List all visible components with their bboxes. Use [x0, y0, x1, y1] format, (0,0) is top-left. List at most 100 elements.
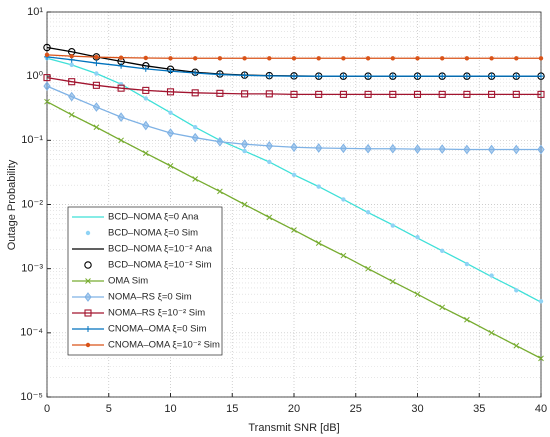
- legend-label: CNOMA–OMA ξ=0 Sim: [108, 324, 207, 335]
- marker: [514, 56, 519, 61]
- y-tick-label: 10⁻⁴: [20, 327, 43, 339]
- marker: [365, 73, 372, 80]
- marker: [192, 70, 199, 77]
- marker: [241, 201, 248, 208]
- marker: [365, 209, 371, 215]
- marker: [341, 197, 346, 202]
- marker: [142, 86, 150, 94]
- x-tick-label: 5: [106, 403, 112, 415]
- marker: [389, 143, 397, 154]
- x-tick-label: 15: [226, 403, 238, 415]
- plot-frame: [46, 11, 542, 398]
- marker: [166, 88, 175, 96]
- marker: [84, 292, 92, 302]
- marker: [216, 71, 223, 78]
- marker: [118, 137, 124, 144]
- marker: [340, 252, 347, 259]
- marker: [513, 342, 520, 349]
- x-axis-label: Transmit SNR [dB]: [248, 422, 339, 434]
- marker: [291, 73, 297, 80]
- legend-label: NOMA–RS ξ=0 Sim: [108, 292, 192, 303]
- marker: [68, 111, 75, 118]
- x-tick-label: 20: [288, 403, 300, 415]
- marker: [43, 74, 51, 82]
- marker: [166, 128, 175, 138]
- marker: [339, 143, 348, 154]
- marker: [193, 125, 198, 130]
- marker: [266, 72, 273, 79]
- marker: [85, 278, 91, 284]
- legend-label: BCD–NOMA ξ=10⁻² Sim: [108, 260, 212, 271]
- marker: [117, 112, 125, 122]
- marker: [216, 136, 224, 147]
- marker: [315, 73, 322, 80]
- x-tick-label: 40: [535, 403, 547, 415]
- marker: [489, 56, 494, 61]
- marker: [340, 73, 347, 80]
- x-tick-label: 35: [473, 403, 485, 415]
- legend-label: BCD–NOMA ξ=10⁻² Ana: [108, 244, 213, 255]
- marker: [191, 132, 199, 143]
- marker: [167, 68, 174, 75]
- marker: [538, 73, 544, 80]
- marker: [94, 71, 99, 76]
- marker: [142, 120, 150, 131]
- marker: [191, 89, 199, 97]
- legend-label: NOMA–RS ξ=10⁻² Sim: [108, 308, 205, 319]
- marker: [537, 144, 545, 155]
- marker: [463, 144, 471, 155]
- marker: [390, 223, 395, 228]
- legend: BCD–NOMA ξ=0 Ana BCD–NOMA ξ=0 Sim BCD–NOMA…: [67, 206, 223, 356]
- marker: [364, 143, 372, 154]
- marker: [118, 81, 124, 87]
- marker: [315, 143, 323, 153]
- y-tick-label: 10⁻⁵: [20, 391, 43, 403]
- marker: [512, 90, 520, 98]
- x-tick-label: 30: [411, 403, 423, 415]
- marker: [415, 56, 420, 61]
- y-tick-label: 10⁻²: [21, 198, 43, 210]
- marker: [118, 55, 124, 60]
- marker: [142, 150, 149, 157]
- y-tick-label: 10⁻³: [21, 263, 43, 275]
- marker: [463, 90, 471, 98]
- marker: [68, 78, 76, 86]
- marker: [93, 60, 100, 67]
- marker: [85, 230, 91, 236]
- marker: [464, 56, 470, 61]
- marker: [514, 288, 519, 293]
- marker: [93, 124, 100, 131]
- marker: [94, 54, 99, 60]
- marker: [513, 73, 520, 80]
- marker: [192, 176, 199, 182]
- marker: [117, 84, 125, 92]
- marker: [143, 96, 148, 101]
- marker: [242, 148, 247, 154]
- marker: [43, 43, 51, 52]
- marker: [316, 184, 321, 189]
- marker: [512, 144, 520, 155]
- marker: [538, 56, 544, 61]
- marker: [241, 72, 248, 79]
- marker: [315, 90, 323, 98]
- marker: [487, 144, 496, 155]
- legend-label: BCD–NOMA ξ=0 Sim: [108, 228, 198, 239]
- marker: [415, 234, 420, 240]
- marker: [439, 73, 446, 80]
- marker: [389, 90, 397, 98]
- marker: [68, 91, 76, 102]
- marker: [193, 56, 198, 61]
- marker: [267, 56, 272, 61]
- marker: [440, 248, 445, 253]
- marker: [389, 73, 396, 80]
- y-tick-label: 10⁻¹: [21, 134, 43, 146]
- marker: [538, 355, 544, 362]
- x-tick-label: 10: [164, 403, 176, 415]
- marker: [438, 144, 446, 154]
- x-tick-label: 0: [44, 403, 50, 415]
- marker: [167, 163, 174, 169]
- marker: [69, 53, 74, 59]
- marker: [538, 299, 544, 304]
- marker: [242, 56, 247, 61]
